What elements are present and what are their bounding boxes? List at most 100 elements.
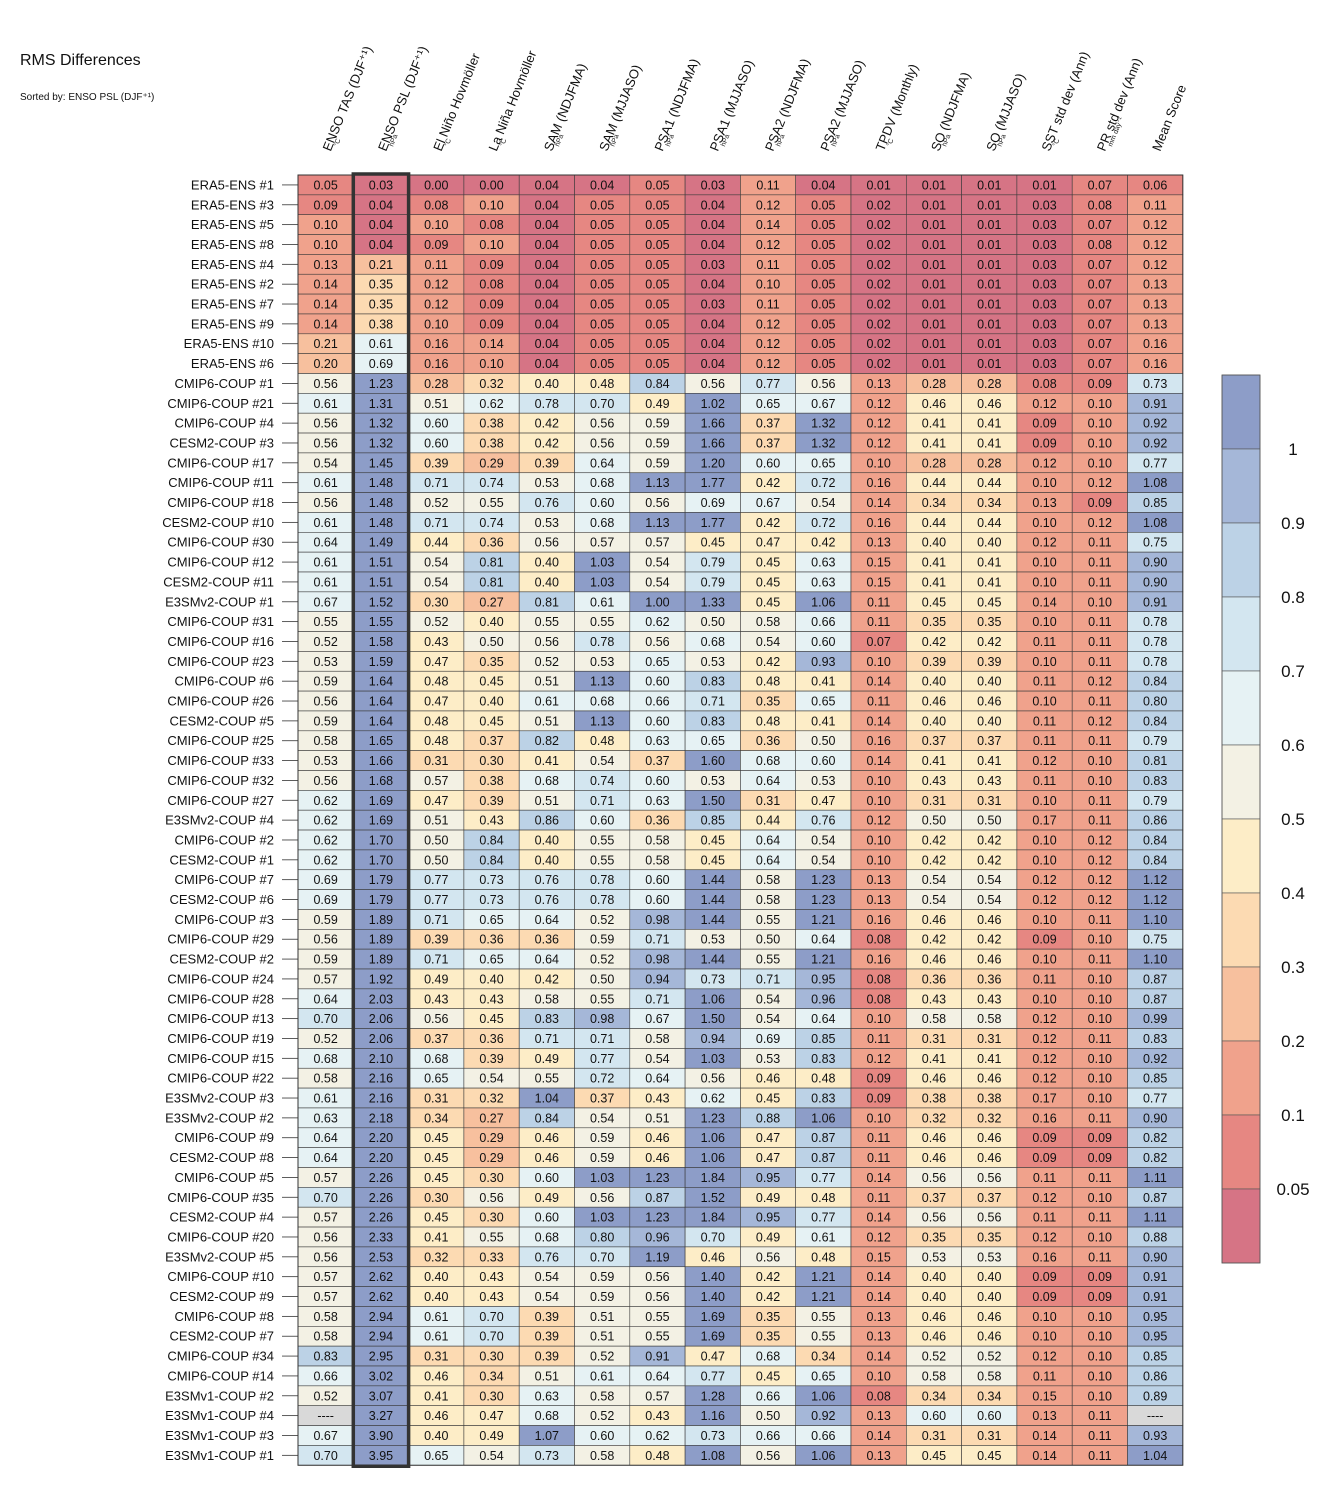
cell-value: 0.70: [313, 1191, 337, 1205]
cell-value: 0.40: [977, 1270, 1001, 1284]
cell-value: 0.45: [977, 595, 1001, 609]
cell-value: 0.60: [535, 1171, 559, 1185]
cell-value: 0.50: [424, 853, 448, 867]
cell-value: 0.12: [866, 1230, 890, 1244]
cell-value: 0.35: [977, 615, 1001, 629]
cell-value: 0.04: [535, 178, 559, 192]
cell-value: 0.08: [1088, 198, 1112, 212]
cell-value: 0.08: [866, 992, 890, 1006]
cell-value: 2.95: [369, 1350, 393, 1364]
cell-value: 0.12: [424, 278, 448, 292]
cell-value: 0.10: [1088, 1191, 1112, 1205]
cell-value: 0.40: [424, 1429, 448, 1443]
cell-value: 0.57: [313, 1171, 337, 1185]
colorbar-tick-label: 0.7: [1281, 662, 1305, 681]
cell-value: 0.10: [424, 218, 448, 232]
cell-value: 0.12: [756, 337, 780, 351]
cell-value: 0.10: [1088, 417, 1112, 431]
cell-value: 0.16: [866, 734, 890, 748]
cell-value: 0.14: [866, 1171, 890, 1185]
cell-value: 0.86: [1143, 814, 1167, 828]
cell-value: 0.09: [1032, 417, 1056, 431]
cell-value: 0.12: [1088, 476, 1112, 490]
cell-value: 0.14: [313, 298, 337, 312]
cell-value: 0.51: [535, 794, 559, 808]
cell-value: 0.84: [645, 377, 669, 391]
cell-value: 0.10: [756, 278, 780, 292]
cell-value: 2.20: [369, 1131, 393, 1145]
cell-value: 0.65: [645, 655, 669, 669]
cell-value: 0.10: [1032, 615, 1056, 629]
cell-value: 0.77: [811, 1211, 835, 1225]
cell-value: 0.11: [1088, 953, 1111, 967]
cell-value: 1.21: [811, 913, 835, 927]
cell-value: 0.11: [1088, 1429, 1111, 1443]
row-label: CMIP6-COUP #16: [167, 634, 274, 649]
cell-value: 1.32: [811, 436, 835, 450]
cell-value: 0.14: [866, 754, 890, 768]
cell-value: 0.10: [1032, 1330, 1056, 1344]
cell-value: 0.12: [756, 198, 780, 212]
cell-value: 0.14: [866, 675, 890, 689]
cell-value: 0.08: [866, 1389, 890, 1403]
cell-value: 0.10: [1088, 1052, 1112, 1066]
cell-value: 1.10: [1143, 953, 1167, 967]
row-label: CMIP6-COUP #35: [167, 1190, 274, 1205]
cell-value: 1.08: [1143, 516, 1167, 530]
cell-value: 0.32: [922, 1111, 946, 1125]
row-label: CMIP6-COUP #22: [167, 1071, 274, 1086]
cell-value: 0.40: [922, 714, 946, 728]
cell-value: 2.06: [369, 1012, 393, 1026]
cell-value: 0.59: [313, 913, 337, 927]
cell-value: 0.52: [313, 1032, 337, 1046]
cell-value: ----: [317, 1409, 334, 1423]
row-label: CMIP6-COUP #30: [167, 535, 274, 550]
cell-value: 1.66: [701, 417, 725, 431]
cell-value: 0.42: [977, 635, 1001, 649]
cell-value: 0.50: [479, 635, 503, 649]
cell-value: 0.41: [424, 1230, 448, 1244]
cell-value: 0.12: [1143, 258, 1167, 272]
cell-value: 0.41: [811, 675, 835, 689]
cell-value: 0.47: [424, 695, 448, 709]
cell-value: 0.12: [1088, 833, 1112, 847]
cell-value: 0.52: [590, 953, 614, 967]
cell-value: 0.46: [977, 1151, 1001, 1165]
colorbar-segment: [1221, 522, 1261, 598]
cell-value: 0.09: [479, 298, 503, 312]
cell-value: 1.68: [369, 774, 393, 788]
cell-value: 0.61: [313, 476, 337, 490]
cell-value: 0.05: [313, 178, 337, 192]
cell-value: 0.80: [590, 1230, 614, 1244]
cell-value: 0.65: [424, 1449, 448, 1463]
cell-value: 1.84: [701, 1211, 725, 1225]
cell-value: 0.40: [479, 615, 503, 629]
cell-value: 0.12: [1032, 1012, 1056, 1026]
cell-value: 0.11: [1033, 1369, 1056, 1383]
colorbar-tick-label: 0.05: [1276, 1180, 1309, 1199]
cell-value: 0.45: [424, 1131, 448, 1145]
cell-value: 0.01: [977, 198, 1001, 212]
cell-value: 0.02: [866, 198, 890, 212]
cell-value: 0.05: [645, 337, 669, 351]
cell-value: 0.05: [645, 317, 669, 331]
cell-value: 1.06: [701, 992, 725, 1006]
cell-value: 0.49: [535, 1191, 559, 1205]
cell-value: 0.38: [479, 774, 503, 788]
cell-value: 0.10: [1088, 456, 1112, 470]
cell-value: 0.12: [1032, 893, 1056, 907]
cell-value: 0.78: [1143, 615, 1167, 629]
cell-value: 0.02: [866, 317, 890, 331]
cell-value: 0.96: [811, 992, 835, 1006]
cell-value: 0.71: [424, 476, 448, 490]
cell-value: 0.17: [1032, 814, 1056, 828]
cell-value: 0.48: [811, 1072, 835, 1086]
cell-value: 0.40: [977, 536, 1001, 550]
cell-value: 0.58: [645, 853, 669, 867]
chart-title: RMS Differences: [20, 52, 141, 69]
cell-value: 1.79: [369, 873, 393, 887]
cell-value: 0.54: [922, 873, 946, 887]
cell-value: 0.30: [479, 1389, 503, 1403]
cell-value: 0.41: [922, 556, 946, 570]
cell-value: 0.14: [866, 1429, 890, 1443]
